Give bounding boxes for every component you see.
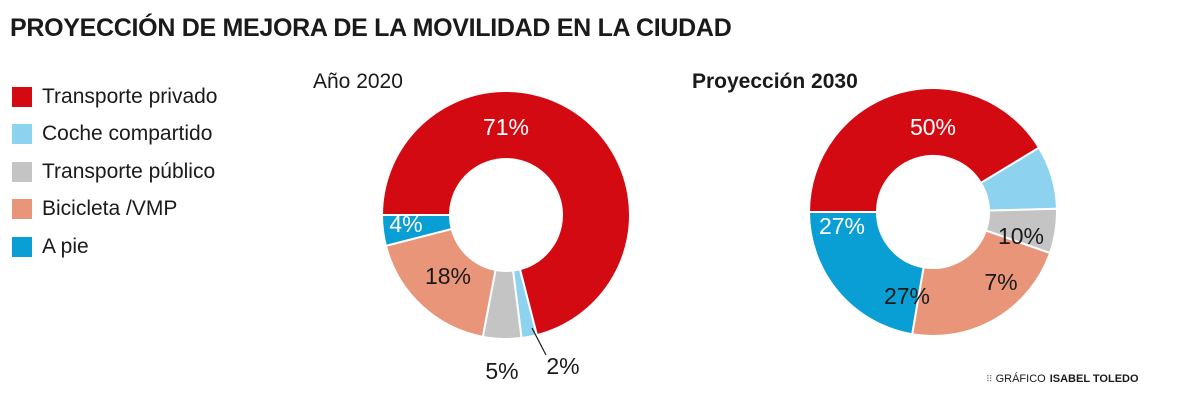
slice-a-pie (380, 214, 453, 248)
legend-label: A pie (42, 234, 89, 258)
slice-label-a-pie: 4% (389, 211, 422, 237)
donut-chart-2: Proyección 2030 50% 10% 7% 27% 27% (692, 70, 1058, 337)
legend-label: Bicicleta /VMP (42, 197, 178, 221)
leader-line (531, 327, 547, 356)
slice-label-transporte-privado: 71% (483, 114, 529, 140)
legend-swatch (12, 161, 32, 182)
legend: Transporte privado Coche compartido Tran… (12, 78, 217, 266)
slice-label-coche-compartido: 2% (546, 353, 579, 379)
slice-transporte-privado (380, 90, 631, 337)
donut-title: Proyección 2030 (692, 70, 858, 93)
legend-item-transporte-privado: Transporte privado (12, 78, 217, 116)
legend-swatch (12, 236, 32, 257)
credit-prefix: GRÁFICO (995, 373, 1046, 385)
legend-item-a-pie: A pie (12, 228, 217, 266)
slice-label-transporte-publico: 7% (984, 269, 1017, 295)
slice-bicicleta-vmp (911, 229, 1052, 337)
legend-swatch (12, 86, 32, 107)
donut-title: Año 2020 (313, 70, 403, 93)
legend-item-coche-compartido: Coche compartido (12, 116, 217, 154)
slice-transporte-privado (807, 87, 1041, 213)
slice-label-coche-compartido: 10% (998, 223, 1044, 249)
legend-label: Coche compartido (42, 122, 213, 146)
slice-label-transporte-publico: 5% (485, 358, 518, 384)
legend-swatch (12, 124, 32, 145)
slice-label-a-pie: 27% (819, 213, 865, 239)
legend-item-transporte-publico: Transporte público (12, 153, 217, 191)
slice-label-transporte-privado: 50% (910, 114, 956, 140)
slice-bicicleta-vmp (384, 227, 497, 338)
credit: ⠿ GRÁFICO ISABEL TOLEDO (986, 373, 1139, 385)
slice-label-bicicleta-vmp: 18% (425, 263, 471, 289)
legend-label: Transporte público (42, 159, 216, 183)
legend-swatch (12, 199, 32, 220)
slice-a-pie (807, 211, 925, 336)
credit-dots-icon: ⠿ (986, 373, 993, 384)
legend-label: Transporte privado (42, 84, 218, 108)
slice-label-bicicleta-vmp: 27% (884, 283, 930, 309)
chart-title: PROYECCIÓN DE MEJORA DE LA MOVILIDAD EN … (10, 14, 732, 42)
legend-item-bicicleta-vmp: Bicicleta /VMP (12, 191, 217, 229)
donut-chart-1: Año 2020 71% 2% 5% 18%4% (313, 70, 631, 384)
credit-author: ISABEL TOLEDO (1049, 373, 1139, 385)
